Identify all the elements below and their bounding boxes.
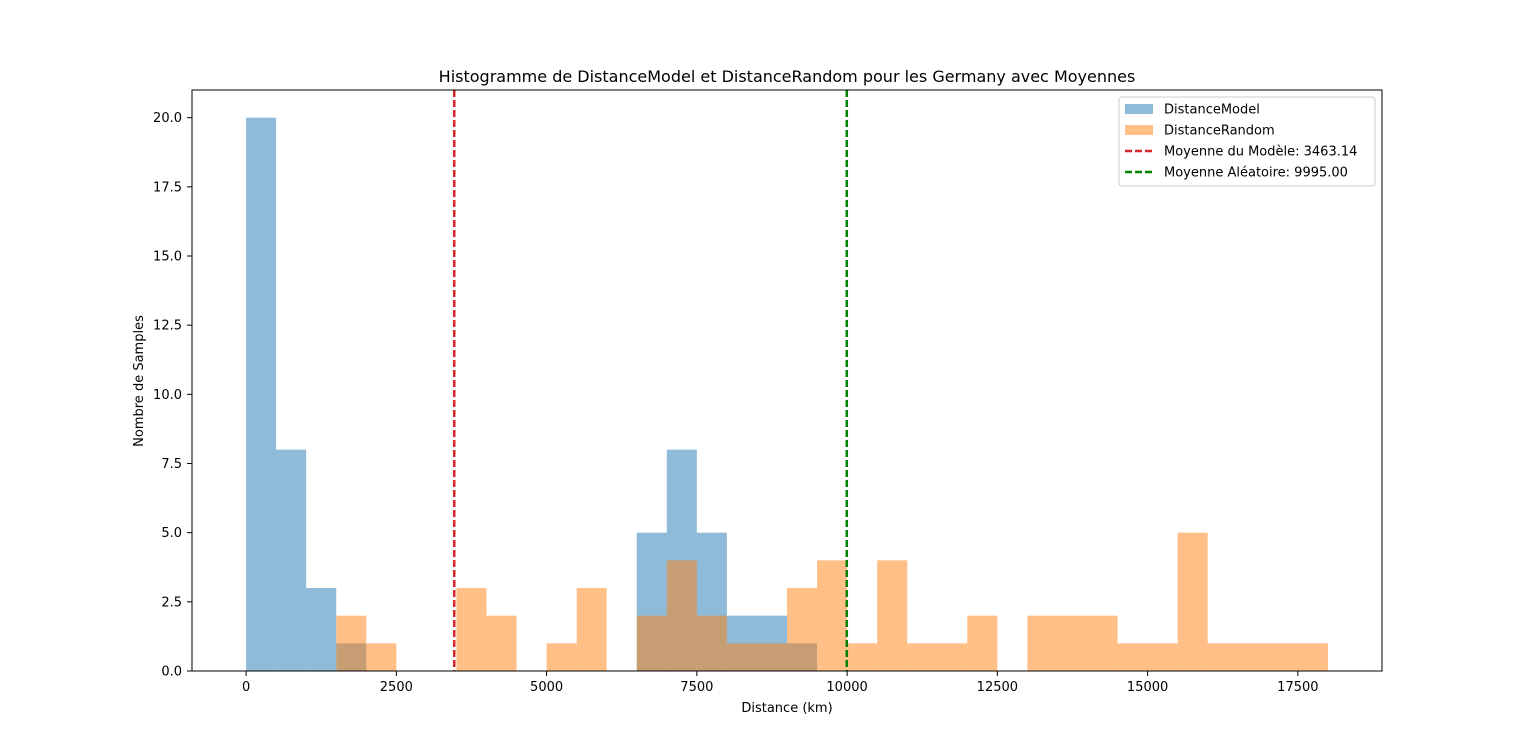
mean-lines — [452, 90, 849, 671]
x-tick-label: 5000 — [530, 680, 563, 695]
distancemodel-bar — [306, 588, 337, 671]
y-tick-label: 10.0 — [153, 388, 182, 403]
chart-title: Histogramme de DistanceModel et Distance… — [439, 67, 1136, 86]
x-axis-label: Distance (km) — [741, 701, 832, 716]
y-tick-label: 12.5 — [153, 319, 182, 334]
distancerandom-bar — [696, 615, 727, 671]
distancerandom-bar — [907, 643, 968, 671]
distancerandom-bar — [666, 560, 697, 671]
legend-label: Moyenne Aléatoire: 9995.00 — [1164, 166, 1348, 181]
distancerandom-bar — [817, 560, 848, 671]
x-tick-label: 0 — [242, 680, 250, 695]
distance-random-bars — [336, 532, 1328, 671]
distancerandom-bar — [1207, 643, 1328, 671]
y-axis-ticks: 0.0 2.5 5.0 7.5 10.0 12.5 15.0 17.5 20.0 — [153, 111, 192, 680]
legend-swatch — [1125, 125, 1153, 135]
y-tick-label: 17.5 — [153, 180, 182, 195]
legend-label: Moyenne du Modèle: 3463.14 — [1164, 145, 1357, 160]
legend-label: DistanceRandom — [1164, 124, 1275, 139]
distancerandom-bar — [486, 615, 517, 671]
y-tick-label: 15.0 — [153, 250, 182, 265]
distancerandom-bar — [967, 615, 998, 671]
distancerandom-bar — [336, 615, 367, 671]
x-tick-label: 2500 — [380, 680, 413, 695]
distancerandom-bar — [1177, 532, 1208, 671]
x-tick-label: 17500 — [1277, 680, 1318, 695]
distancerandom-bar — [456, 588, 487, 671]
distancerandom-bar — [1027, 615, 1118, 671]
legend-frame — [1118, 96, 1376, 187]
distancerandom-bar — [877, 560, 908, 671]
legend: DistanceModel DistanceRandom Moyenne du Mo… — [1118, 96, 1376, 187]
distancerandom-bar — [576, 588, 607, 671]
y-tick-label: 0.0 — [161, 665, 182, 680]
distancerandom-bar — [787, 588, 818, 671]
distancerandom-bar — [636, 615, 667, 671]
distance-model-bars — [246, 117, 818, 671]
x-tick-label: 12500 — [977, 680, 1018, 695]
distancerandom-bar — [366, 643, 397, 671]
y-tick-label: 7.5 — [161, 457, 182, 472]
y-tick-label: 20.0 — [153, 111, 182, 126]
x-tick-label: 7500 — [680, 680, 713, 695]
distancerandom-bar — [1117, 643, 1178, 671]
distancerandom-bar — [726, 643, 787, 671]
x-tick-label: 10000 — [826, 680, 867, 695]
legend-swatch — [1125, 104, 1153, 114]
distancemodel-bar — [246, 117, 277, 671]
y-tick-label: 5.0 — [161, 526, 182, 541]
plot-area-frame — [191, 89, 1383, 672]
y-axis-label: Nombre de Samples — [132, 315, 147, 447]
distancerandom-bar — [546, 643, 577, 671]
x-axis-ticks: 0 2500 5000 7500 10000 12500 15000 17500 — [242, 671, 1319, 695]
legend-label: DistanceModel — [1164, 103, 1260, 118]
x-tick-label: 15000 — [1127, 680, 1168, 695]
distancemodel-bar — [276, 449, 307, 671]
distancerandom-bar — [847, 643, 878, 671]
y-tick-label: 2.5 — [161, 595, 182, 610]
